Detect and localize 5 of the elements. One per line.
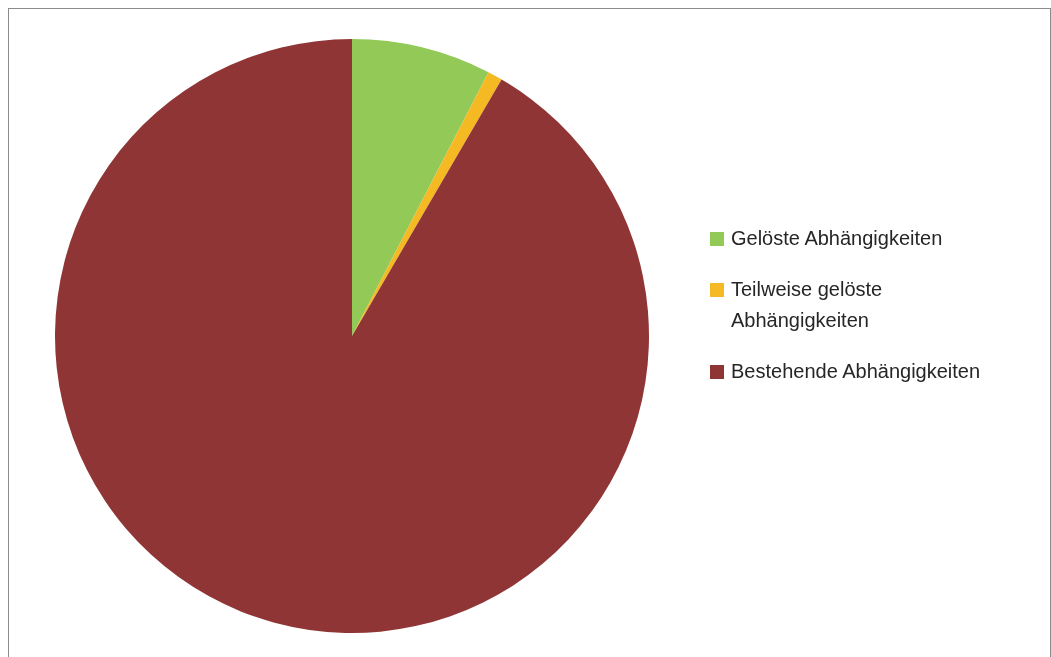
pie-slice xyxy=(55,39,649,633)
pie-slice xyxy=(352,39,489,336)
legend-label: Teilweise gelöste Abhängigkeiten xyxy=(731,278,883,332)
legend-label: Bestehende Abhängigkeiten xyxy=(731,360,981,383)
legend-label: Gelöste Abhängigkeiten xyxy=(731,227,943,250)
